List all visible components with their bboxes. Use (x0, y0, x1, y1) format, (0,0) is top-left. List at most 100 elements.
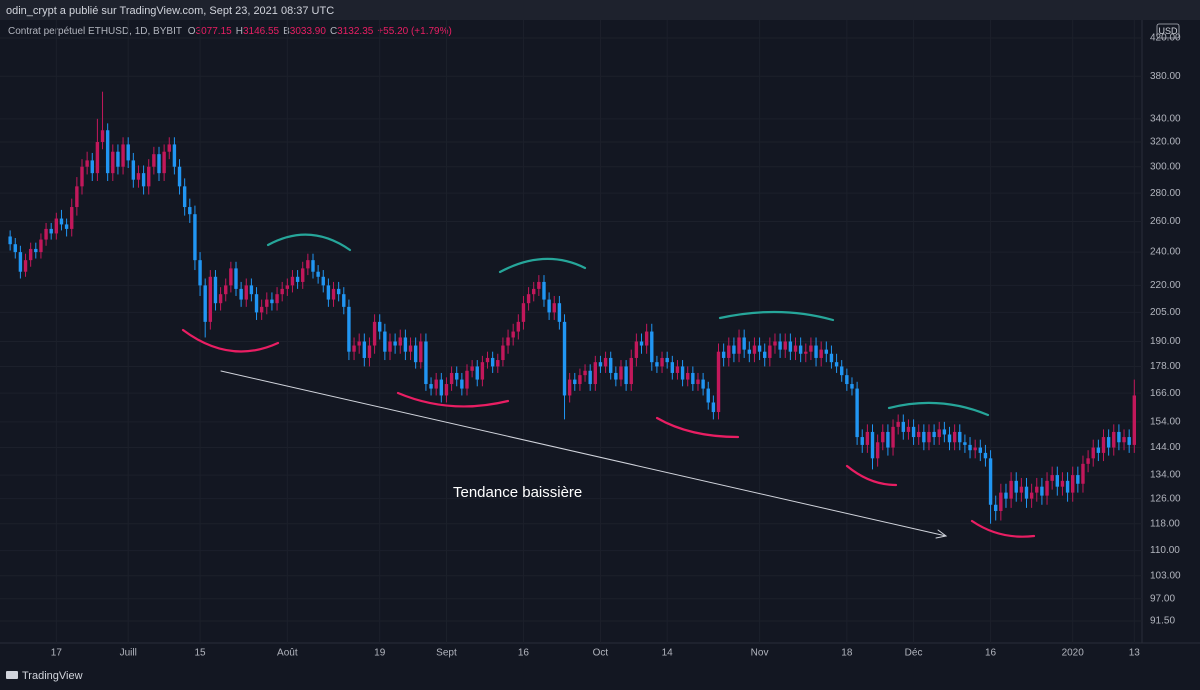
candle-body (229, 268, 233, 286)
x-tick-label: 14 (662, 648, 674, 659)
candle-body (259, 306, 264, 313)
candle-body (609, 357, 613, 373)
y-tick-label: 260.00 (1150, 216, 1181, 227)
x-tick-label: 16 (518, 648, 530, 659)
candle-body (1004, 492, 1008, 499)
candle-body (829, 353, 834, 363)
candle-body (90, 160, 94, 174)
candle-body (752, 345, 757, 354)
candle-body (834, 362, 839, 367)
candle-body (1086, 458, 1090, 464)
candle-body (213, 276, 218, 304)
candle-body (855, 388, 859, 438)
footer-logo (6, 671, 18, 679)
candle-body (270, 299, 274, 304)
candle-body (383, 331, 387, 352)
y-tick-label: 190.00 (1150, 336, 1181, 347)
candle-body (75, 186, 79, 208)
resistance-arc (718, 310, 835, 322)
candle-body (470, 366, 474, 371)
candle-body (64, 224, 69, 229)
x-tick-label: Juill (120, 648, 137, 659)
y-tick-label: 110.00 (1150, 545, 1180, 556)
candle-body (465, 370, 469, 389)
candle-body (157, 154, 161, 174)
candle-body (444, 384, 449, 396)
currency-badge[interactable] (1156, 23, 1180, 39)
candle-body (429, 384, 433, 389)
legend-key: H (236, 26, 243, 37)
candle-body (911, 426, 916, 438)
candle-body (167, 144, 171, 152)
candle-body (449, 372, 454, 385)
support-arc (655, 416, 740, 439)
candle-body (490, 357, 495, 367)
support-arc (970, 519, 1036, 538)
candle-body (1024, 486, 1029, 499)
candle-body (13, 244, 17, 253)
candle-body (1029, 492, 1034, 499)
x-tick-label: 19 (374, 648, 386, 659)
candle-body (424, 341, 428, 385)
candle-body (578, 375, 582, 385)
candle-body (732, 345, 736, 354)
candle-body (521, 303, 526, 322)
candle-body (378, 321, 382, 332)
candle-body (131, 160, 136, 180)
y-tick-label: 178.00 (1150, 361, 1181, 372)
candle-body (906, 426, 911, 432)
y-tick-label: 134.00 (1150, 470, 1181, 481)
candle-body (1055, 475, 1060, 487)
candle-body (968, 444, 972, 451)
candle-body (1076, 475, 1080, 484)
candle-body (218, 294, 223, 304)
candle-body (111, 151, 115, 174)
y-tick-label: 166.00 (1150, 388, 1181, 399)
trend-arrow (220, 370, 947, 537)
candle-body (696, 379, 700, 385)
candle-body (1117, 431, 1121, 443)
candle-body (660, 357, 664, 367)
candle-body (1050, 475, 1054, 481)
x-tick-label: Août (277, 648, 298, 659)
candle-body (224, 285, 228, 295)
x-tick-label: 18 (841, 648, 853, 659)
y-tick-label: 97.00 (1150, 593, 1175, 604)
candle-body (639, 341, 644, 346)
candle-body (1132, 395, 1137, 445)
candle-body (1071, 475, 1075, 493)
candle-body (603, 357, 608, 367)
candle-body (978, 447, 983, 453)
candle-body (1019, 486, 1024, 493)
candle-body (747, 349, 752, 354)
legend-key: B (283, 26, 290, 37)
y-tick-label: 118.00 (1150, 518, 1180, 529)
candle-body (711, 402, 716, 413)
candle-body (188, 207, 192, 215)
candle-body (8, 236, 12, 245)
candle-body (644, 331, 649, 346)
y-tick-label: 103.00 (1150, 570, 1181, 581)
candle-body (249, 285, 254, 295)
candle-body (136, 173, 141, 180)
candle-body (721, 351, 726, 358)
candle-body (706, 388, 710, 403)
y-tick-label: 91.50 (1150, 616, 1175, 627)
candle-body (932, 431, 936, 438)
y-tick-label: 280.00 (1150, 188, 1181, 199)
legend-key: C (330, 26, 337, 37)
candle-body (367, 345, 372, 358)
candle-body (147, 166, 151, 187)
candle-body (347, 306, 351, 352)
candle-body (460, 379, 464, 389)
candle-body (372, 321, 377, 346)
x-tick-label: Nov (751, 648, 769, 659)
currency: USD (1158, 26, 1178, 36)
candle-body (23, 260, 28, 272)
candle-body (239, 288, 243, 300)
candle-body (860, 437, 864, 445)
x-tick-label: 17 (51, 648, 63, 659)
y-tick-label: 320.00 (1150, 137, 1181, 148)
candle-body (95, 142, 100, 174)
publisher: odin_crypt a publié sur TradingView.com,… (6, 5, 334, 17)
